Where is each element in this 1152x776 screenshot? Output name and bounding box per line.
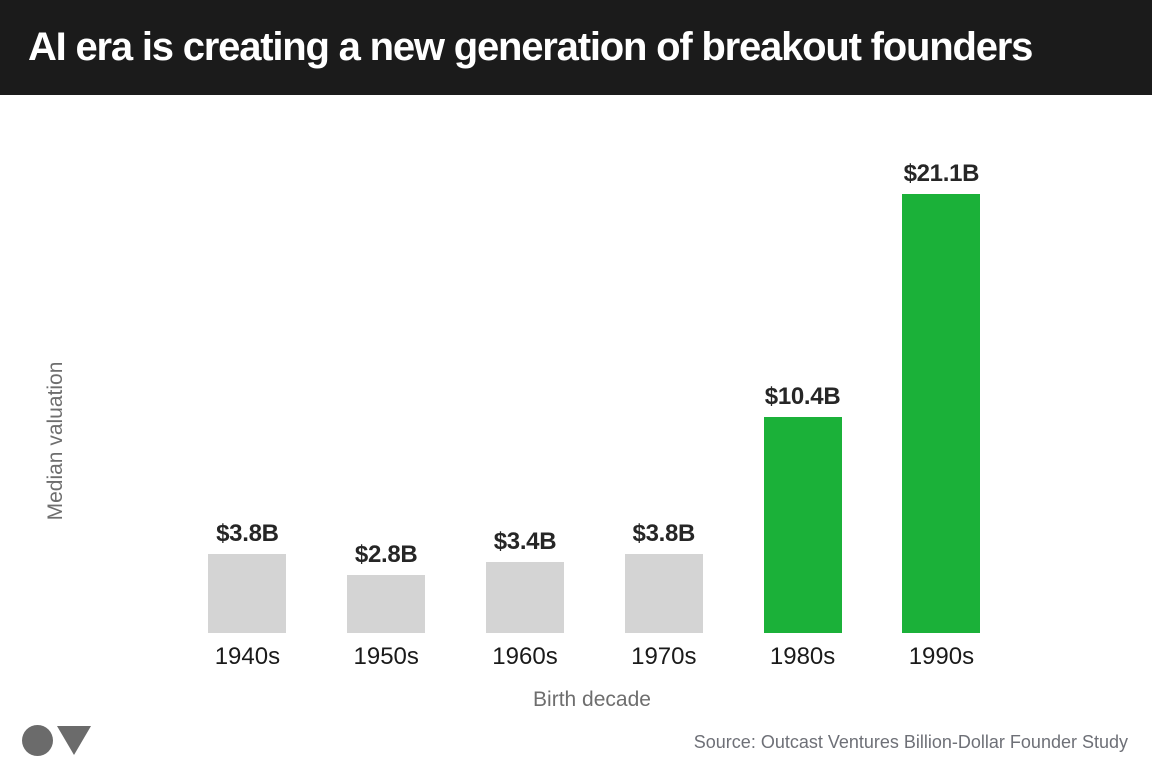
triangle-down-logo-icon	[57, 726, 91, 755]
bar-chart: $3.8B 1940s $2.8B 1950s $3.4B 1960s $3.8B 1970s…	[178, 160, 1011, 670]
bar-1950s	[347, 574, 426, 633]
bar-value-label: $21.1B	[903, 160, 980, 187]
bar-value-label: $3.8B	[632, 519, 696, 547]
bar-column: $2.8B 1950s	[317, 540, 456, 670]
circle-logo-icon	[22, 725, 53, 756]
bar-column: $3.4B 1960s	[456, 528, 595, 670]
source-attribution: Source: Outcast Ventures Billion-Dollar …	[693, 732, 1128, 752]
bar-1980s	[763, 416, 842, 633]
header-bar: AI era is creating a new generation of b…	[0, 0, 1152, 95]
bar-value-label: $3.4B	[493, 528, 557, 556]
bar-1970s	[624, 553, 703, 633]
bar-1960s	[485, 562, 564, 633]
x-tick-label: 1940s	[214, 643, 281, 670]
bar-1990s	[902, 194, 981, 633]
chart-title: AI era is creating a new generation of b…	[28, 25, 1033, 69]
x-tick-label: 1960s	[492, 643, 558, 670]
x-tick-label: 1970s	[631, 643, 697, 670]
bar-column: $21.1B 1990s	[872, 160, 1011, 670]
y-axis-label: Median valuation	[44, 361, 67, 521]
bar-value-label: $3.8B	[216, 519, 279, 547]
bar-value-label: $10.4B	[764, 382, 841, 410]
x-tick-label: 1990s	[908, 643, 975, 670]
x-tick-label: 1980s	[769, 643, 836, 670]
bar-chart-area: Median valuation $3.8B 1940s $2.8B 1950s $3.…	[0, 95, 1152, 776]
outcast-ventures-logo	[22, 725, 91, 756]
bar-value-label: $2.8B	[354, 540, 418, 568]
x-tick-label: 1950s	[353, 643, 419, 670]
bar-column: $3.8B 1970s	[594, 519, 733, 670]
bar-1940s	[208, 553, 287, 633]
bar-column: $3.8B 1940s	[178, 519, 317, 670]
bar-column: $10.4B 1980s	[733, 382, 872, 670]
x-axis-label: Birth decade	[533, 688, 651, 711]
